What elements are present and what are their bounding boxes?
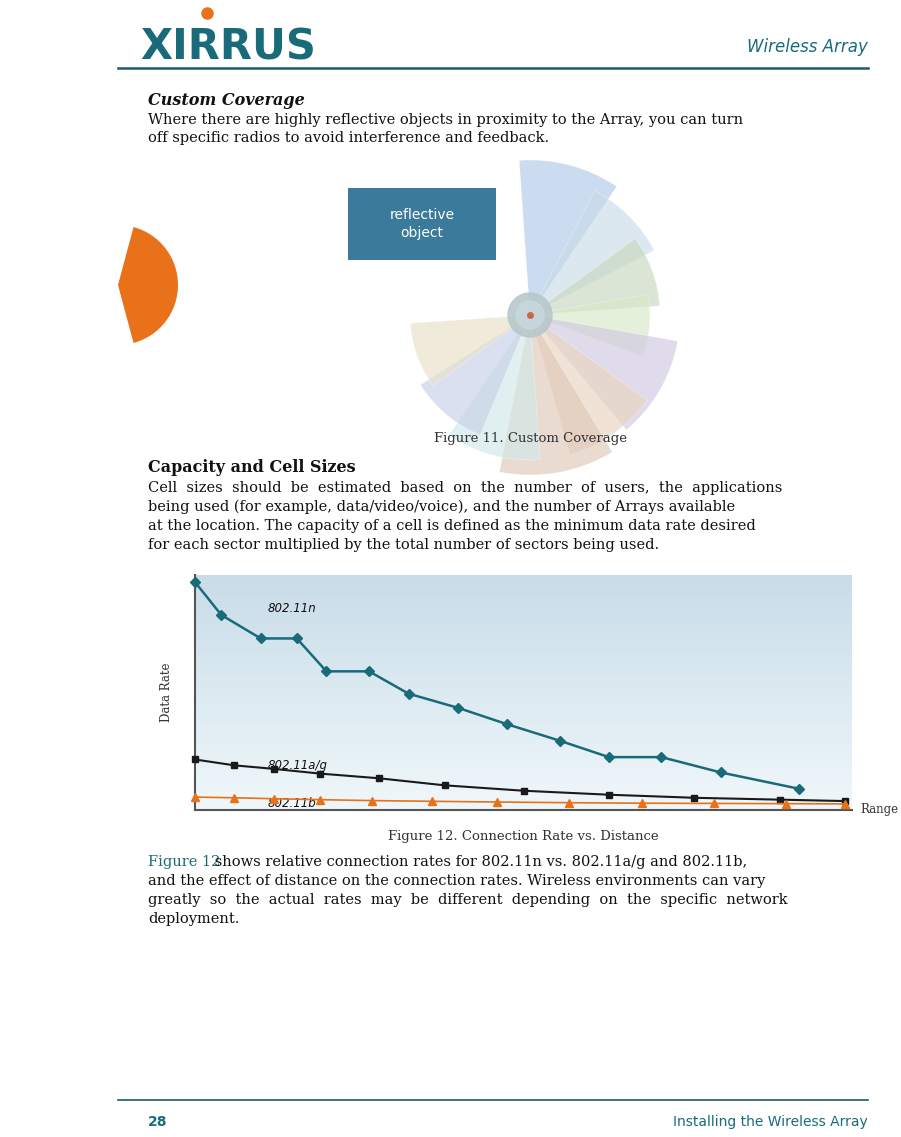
- Text: 28: 28: [148, 1115, 168, 1129]
- Text: Figure 12. Connection Rate vs. Distance: Figure 12. Connection Rate vs. Distance: [388, 830, 659, 843]
- Wedge shape: [519, 160, 616, 315]
- Bar: [195, 791, 852, 796]
- Text: Wireless Array: Wireless Array: [747, 38, 868, 56]
- Bar: [195, 763, 852, 769]
- Bar: [195, 749, 852, 754]
- Bar: [195, 796, 852, 802]
- FancyBboxPatch shape: [348, 188, 496, 260]
- Wedge shape: [530, 315, 647, 455]
- Bar: [195, 692, 852, 698]
- Bar: [195, 758, 852, 764]
- Text: Where there are highly reflective objects in proximity to the Array, you can tur: Where there are highly reflective object…: [148, 113, 743, 127]
- Bar: [195, 683, 852, 688]
- Text: for each sector multiplied by the total number of sectors being used.: for each sector multiplied by the total …: [148, 538, 660, 551]
- Wedge shape: [530, 294, 650, 356]
- Text: off specific radios to avoid interference and feedback.: off specific radios to avoid interferenc…: [148, 131, 549, 146]
- Bar: [195, 674, 852, 679]
- Bar: [195, 608, 852, 613]
- Bar: [195, 594, 852, 599]
- Text: Figure 12: Figure 12: [148, 855, 221, 869]
- Text: Range: Range: [860, 804, 898, 816]
- Text: Capacity and Cell Sizes: Capacity and Cell Sizes: [148, 459, 356, 476]
- Text: Cell  sizes  should  be  estimated  based  on  the  number  of  users,  the  app: Cell sizes should be estimated based on …: [148, 481, 782, 495]
- Bar: [195, 669, 852, 674]
- Bar: [195, 735, 852, 740]
- Bar: [195, 580, 852, 584]
- Wedge shape: [410, 315, 530, 385]
- Wedge shape: [449, 315, 540, 460]
- Text: 802.11a/g: 802.11a/g: [268, 760, 327, 772]
- Bar: [195, 725, 852, 731]
- Bar: [195, 641, 852, 646]
- Wedge shape: [530, 191, 654, 315]
- Bar: [195, 664, 852, 670]
- Bar: [195, 721, 852, 725]
- Text: 802.11b: 802.11b: [268, 797, 316, 810]
- Bar: [195, 712, 852, 716]
- Bar: [195, 598, 852, 604]
- Bar: [195, 604, 852, 608]
- Text: 802.11n: 802.11n: [268, 601, 316, 615]
- Bar: [195, 646, 852, 650]
- Bar: [195, 631, 852, 637]
- Bar: [195, 745, 852, 749]
- Bar: [195, 716, 852, 721]
- Bar: [195, 679, 852, 683]
- Text: greatly  so  the  actual  rates  may  be  different  depending  on  the  specifi: greatly so the actual rates may be diffe…: [148, 893, 787, 907]
- Text: Installing the Wireless Array: Installing the Wireless Array: [673, 1115, 868, 1129]
- Text: at the location. The capacity of a cell is defined as the minimum data rate desi: at the location. The capacity of a cell …: [148, 518, 756, 533]
- Text: deployment.: deployment.: [148, 912, 240, 926]
- Bar: [195, 754, 852, 758]
- Bar: [195, 767, 852, 773]
- Wedge shape: [421, 315, 530, 435]
- Text: reflective
object: reflective object: [389, 208, 455, 240]
- Text: XIRRUS: XIRRUS: [140, 26, 316, 68]
- Bar: [195, 613, 852, 617]
- Bar: [195, 688, 852, 692]
- Wedge shape: [499, 315, 613, 475]
- Text: and the effect of distance on the connection rates. Wireless environments can va: and the effect of distance on the connec…: [148, 874, 765, 888]
- Bar: [195, 626, 852, 632]
- Bar: [195, 739, 852, 745]
- Text: shows relative connection rates for 802.11n vs. 802.11a/g and 802.11b,: shows relative connection rates for 802.…: [210, 855, 747, 869]
- Bar: [195, 659, 852, 665]
- Text: Custom Coverage: Custom Coverage: [148, 92, 305, 109]
- Bar: [195, 782, 852, 787]
- Bar: [195, 655, 852, 661]
- Circle shape: [508, 293, 552, 337]
- Bar: [195, 702, 852, 707]
- Bar: [195, 805, 852, 811]
- Wedge shape: [530, 239, 660, 315]
- Bar: [195, 800, 852, 806]
- Bar: [195, 575, 852, 580]
- Text: Figure 11. Custom Coverage: Figure 11. Custom Coverage: [433, 432, 626, 445]
- Wedge shape: [118, 227, 178, 343]
- Wedge shape: [530, 315, 678, 430]
- Bar: [195, 622, 852, 628]
- Bar: [195, 650, 852, 655]
- Bar: [195, 589, 852, 595]
- Bar: [195, 636, 852, 641]
- Bar: [195, 772, 852, 778]
- Bar: [195, 730, 852, 736]
- Bar: [195, 706, 852, 712]
- Text: Data Rate: Data Rate: [160, 663, 174, 722]
- Bar: [195, 697, 852, 703]
- Text: being used (for example, data/video/voice), and the number of Arrays available: being used (for example, data/video/voic…: [148, 500, 735, 514]
- Bar: [195, 617, 852, 622]
- Bar: [195, 777, 852, 782]
- Bar: [195, 584, 852, 590]
- Bar: [195, 787, 852, 791]
- Circle shape: [516, 301, 544, 329]
